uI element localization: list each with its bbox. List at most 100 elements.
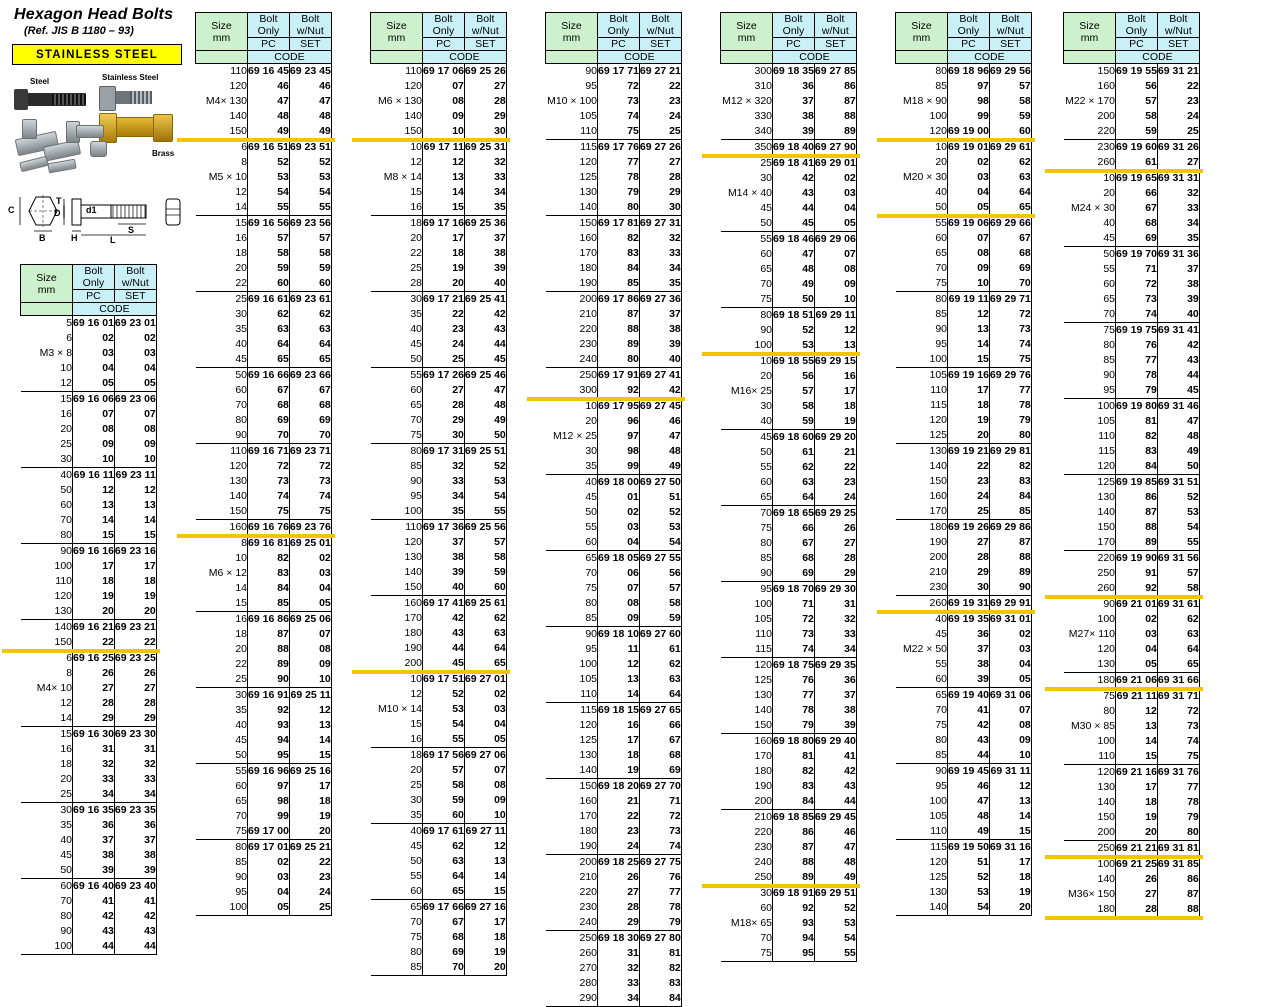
table-row[interactable]: 230 28 78 — [546, 900, 682, 915]
table-row[interactable]: 14 84 04 — [196, 581, 332, 596]
table-row[interactable]: 260 92 58 — [1064, 581, 1200, 597]
table-row[interactable]: 40 04 64 — [896, 185, 1032, 200]
table-row[interactable]: 30 69 16 35 69 23 35 — [20, 802, 157, 818]
table-row[interactable]: 130 53 19 — [896, 885, 1032, 900]
table-row[interactable]: 170 42 62 — [371, 611, 507, 626]
table-row[interactable]: 80 69 19 11 69 29 71 — [895, 291, 1032, 307]
table-row[interactable]: 290 34 84 — [545, 991, 682, 1007]
table-row[interactable]: 100 15 75 — [896, 352, 1032, 368]
table-row[interactable]: 40 69 16 11 69 23 11 — [20, 467, 157, 483]
table-row[interactable]: 270 32 82 — [546, 961, 682, 976]
table-row[interactable]: 105 13 63 — [546, 672, 682, 687]
table-row[interactable]: 16 31 31 — [21, 742, 157, 757]
table-row[interactable]: 15 69 16 56 69 23 56 — [195, 215, 332, 231]
table-row[interactable]: 230 30 90 — [896, 580, 1032, 596]
table-row[interactable]: 130 18 68 — [546, 748, 682, 763]
table-row[interactable]: 110 69 17 36 69 25 56 — [370, 519, 507, 535]
table-row[interactable]: 8 52 52 — [196, 155, 332, 170]
table-row[interactable]: 15 69 16 30 69 23 30 — [20, 726, 157, 742]
table-row[interactable]: 70 74 40 — [1064, 307, 1200, 323]
table-row[interactable]: 15 14 34 — [371, 185, 507, 200]
table-row[interactable]: 170 81 41 — [721, 749, 857, 764]
table-row[interactable]: 120 19 19 — [21, 589, 157, 604]
table-row[interactable]: 85 44 10 — [896, 748, 1032, 764]
table-row[interactable]: 150 22 22 — [21, 635, 157, 651]
table-row[interactable]: 40 93 13 — [196, 718, 332, 733]
table-row[interactable]: 60 47 07 — [721, 247, 857, 262]
table-row[interactable]: 12 52 02 — [371, 687, 507, 702]
table-row[interactable]: M4× 130 47 47 — [196, 94, 332, 109]
table-row[interactable]: 260 69 19 31 69 29 91 — [895, 595, 1032, 612]
table-row[interactable]: M5 × 10 53 53 — [196, 170, 332, 185]
table-row[interactable]: 160 69 18 80 69 29 40 — [720, 733, 857, 749]
table-row[interactable]: 40 69 17 61 69 27 11 — [370, 823, 507, 839]
table-row[interactable]: 200 69 17 86 69 27 36 — [545, 291, 682, 307]
table-row[interactable]: 80 69 17 31 69 25 51 — [370, 443, 507, 459]
table-row[interactable]: 160 82 32 — [546, 231, 682, 246]
table-row[interactable]: 60 04 54 — [546, 535, 682, 551]
table-row[interactable]: 12 28 28 — [21, 696, 157, 711]
table-row[interactable]: 140 48 48 — [196, 109, 332, 124]
table-row[interactable]: 80 42 42 — [21, 909, 157, 924]
table-row[interactable]: 8 26 26 — [21, 666, 157, 681]
table-row[interactable]: 65 48 08 — [721, 262, 857, 277]
table-row[interactable]: 16 69 16 86 69 25 06 — [195, 611, 332, 627]
table-row[interactable]: 140 78 38 — [721, 703, 857, 718]
table-row[interactable]: 22 60 60 — [196, 276, 332, 292]
table-row[interactable]: 120 04 64 — [1064, 642, 1200, 657]
table-row[interactable]: 10 69 17 95 69 27 45 — [545, 398, 682, 414]
table-row[interactable]: 110 75 25 — [546, 124, 682, 140]
table-row[interactable]: 90 52 12 — [721, 323, 857, 338]
table-row[interactable]: 110 69 17 06 69 25 26 — [370, 63, 507, 79]
table-row[interactable]: 280 33 83 — [546, 976, 682, 991]
table-row[interactable]: 140 26 86 — [1064, 872, 1200, 887]
table-row[interactable]: 190 85 35 — [546, 276, 682, 292]
table-row[interactable]: 85 12 72 — [896, 307, 1032, 322]
table-row[interactable]: 50 05 65 — [896, 200, 1032, 216]
table-row[interactable]: M22 × 50 37 03 — [896, 642, 1032, 657]
table-row[interactable]: 240 88 48 — [721, 855, 857, 870]
table-row[interactable]: 60 39 05 — [896, 672, 1032, 688]
table-row[interactable]: 230 69 19 60 69 31 26 — [1063, 139, 1200, 155]
table-row[interactable]: 60 27 47 — [371, 383, 507, 398]
table-row[interactable]: 12 12 32 — [371, 155, 507, 170]
table-row[interactable]: 25 09 09 — [21, 437, 157, 452]
table-row[interactable]: 200 45 65 — [371, 656, 507, 672]
table-row[interactable]: 330 38 88 — [721, 109, 857, 124]
table-row[interactable]: 30 69 16 91 69 25 11 — [195, 687, 332, 703]
table-row[interactable]: 130 20 20 — [21, 604, 157, 620]
table-row[interactable]: 20 96 46 — [546, 414, 682, 429]
table-row[interactable]: 70 09 69 — [896, 261, 1032, 276]
table-row[interactable]: M18 × 90 98 58 — [896, 94, 1032, 109]
table-row[interactable]: 85 32 52 — [371, 459, 507, 474]
table-row[interactable]: M20 × 30 03 63 — [896, 170, 1032, 185]
table-row[interactable]: 120 51 17 — [896, 855, 1032, 870]
table-row[interactable]: 90 69 17 71 69 27 21 — [545, 63, 682, 79]
table-row[interactable]: 220 86 46 — [721, 825, 857, 840]
table-row[interactable]: 40 64 64 — [196, 337, 332, 352]
table-row[interactable]: 55 71 37 — [1064, 262, 1200, 277]
table-row[interactable]: 50 12 12 — [21, 483, 157, 498]
table-row[interactable]: M6 × 12 83 03 — [196, 566, 332, 581]
table-row[interactable]: 210 69 18 85 69 29 45 — [720, 809, 857, 825]
table-row[interactable]: 240 29 79 — [546, 915, 682, 931]
table-row[interactable]: 70 94 54 — [721, 931, 857, 946]
table-row[interactable]: 65 64 24 — [721, 490, 857, 506]
table-row[interactable]: 55 64 14 — [371, 869, 507, 884]
table-row[interactable]: 100 12 62 — [546, 657, 682, 672]
table-row[interactable]: 20 57 07 — [371, 763, 507, 778]
table-row[interactable]: 25 69 18 41 69 29 01 — [720, 155, 857, 171]
table-row[interactable]: 30 98 48 — [546, 444, 682, 459]
table-row[interactable]: 130 38 58 — [371, 550, 507, 565]
table-row[interactable]: 14 55 55 — [196, 200, 332, 216]
table-row[interactable]: 210 29 89 — [896, 565, 1032, 580]
table-row[interactable]: 125 69 19 85 69 31 51 — [1063, 474, 1200, 490]
table-row[interactable]: 115 69 18 15 69 27 65 — [545, 702, 682, 718]
table-row[interactable]: 120 46 46 — [196, 79, 332, 94]
table-row[interactable]: 170 25 85 — [896, 504, 1032, 520]
table-row[interactable]: 190 27 87 — [896, 535, 1032, 550]
table-row[interactable]: 260 61 27 — [1064, 155, 1200, 171]
table-row[interactable]: 16 57 57 — [196, 231, 332, 246]
table-row[interactable]: 85 68 28 — [721, 551, 857, 566]
table-row[interactable]: 45 38 38 — [21, 848, 157, 863]
